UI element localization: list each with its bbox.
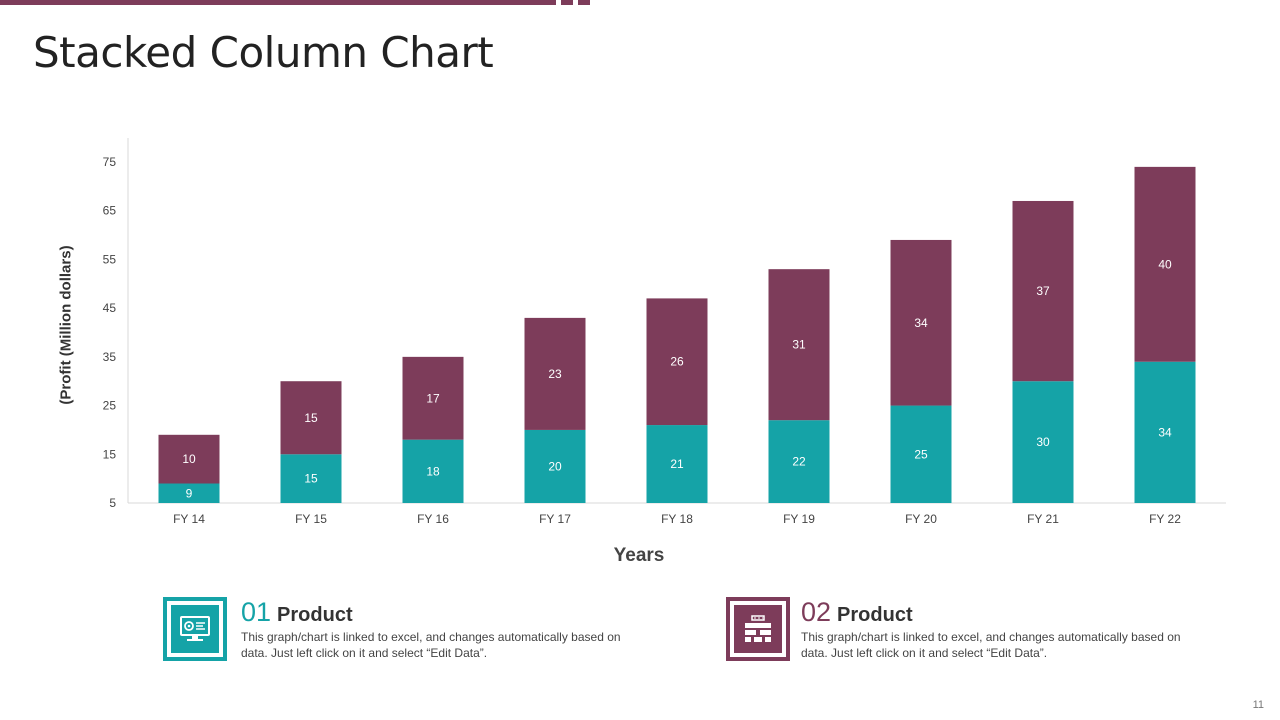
top-accent-square bbox=[561, 0, 573, 5]
y-tick-label: 15 bbox=[103, 447, 117, 461]
bar-segment bbox=[524, 429, 586, 503]
product-2-description: This graph/chart is linked to excel, and… bbox=[801, 630, 1181, 660]
bar-segment bbox=[158, 434, 220, 484]
data-label: 10 bbox=[182, 452, 196, 466]
data-label: 21 bbox=[670, 457, 684, 471]
product-1-heading: 01 Product bbox=[241, 597, 353, 628]
top-accent-square bbox=[578, 0, 590, 5]
product-1-description: This graph/chart is linked to excel, and… bbox=[241, 630, 621, 660]
brick-wall-icon bbox=[734, 605, 782, 653]
y-tick-label: 55 bbox=[103, 252, 117, 266]
product-2-title: Product bbox=[837, 604, 913, 626]
bar-segment bbox=[646, 298, 708, 426]
bar-segment bbox=[402, 439, 464, 503]
bar-segment bbox=[768, 420, 830, 503]
product-2-heading: 02 Product bbox=[801, 597, 913, 628]
x-tick-label: FY 17 bbox=[539, 512, 571, 526]
bar-segment bbox=[1012, 200, 1074, 382]
data-label: 18 bbox=[426, 464, 440, 478]
data-label: 30 bbox=[1036, 435, 1050, 449]
y-tick-label: 35 bbox=[103, 350, 117, 364]
x-tick-label: FY 16 bbox=[417, 512, 449, 526]
bar-segment bbox=[524, 317, 586, 430]
data-label: 22 bbox=[792, 455, 806, 469]
y-axis-label: (Profit (Million dollars) bbox=[57, 245, 75, 405]
product-2-icon-frame bbox=[726, 597, 790, 661]
x-tick-label: FY 19 bbox=[783, 512, 815, 526]
product-1-title: Product bbox=[277, 604, 353, 626]
x-tick-label: FY 22 bbox=[1149, 512, 1181, 526]
top-accent-bar bbox=[0, 0, 556, 5]
data-label: 17 bbox=[426, 391, 440, 405]
y-tick-label: 65 bbox=[103, 204, 117, 218]
y-tick-label: 5 bbox=[109, 496, 116, 510]
data-label: 15 bbox=[304, 472, 318, 486]
data-label: 34 bbox=[914, 316, 928, 330]
y-tick-label: 75 bbox=[103, 155, 117, 169]
bar-segment bbox=[280, 381, 342, 455]
product-1-icon-frame bbox=[163, 597, 227, 661]
bar-segment bbox=[280, 454, 342, 503]
data-label: 25 bbox=[914, 447, 928, 461]
product-2-number: 02 bbox=[801, 597, 832, 627]
y-tick-label: 25 bbox=[103, 399, 117, 413]
x-axis-label: Years bbox=[613, 545, 665, 566]
bar-segment bbox=[402, 356, 464, 440]
data-label: 34 bbox=[1158, 425, 1172, 439]
data-label: 26 bbox=[670, 355, 684, 369]
data-label: 31 bbox=[792, 338, 806, 352]
x-tick-label: FY 20 bbox=[905, 512, 937, 526]
bar-segment bbox=[1134, 166, 1196, 362]
page-title: Stacked Column Chart bbox=[33, 28, 494, 77]
x-tick-label: FY 15 bbox=[295, 512, 327, 526]
bar-segment bbox=[1134, 361, 1196, 503]
bar-segment bbox=[768, 269, 830, 421]
bar-segment bbox=[890, 405, 952, 503]
bar-segment bbox=[1012, 381, 1074, 503]
x-tick-label: FY 14 bbox=[173, 512, 205, 526]
y-tick-label: 45 bbox=[103, 301, 117, 315]
bar-segment bbox=[158, 483, 220, 503]
x-tick-label: FY 21 bbox=[1027, 512, 1059, 526]
data-label: 23 bbox=[548, 367, 562, 381]
data-label: 9 bbox=[186, 486, 193, 500]
bar-segment bbox=[646, 425, 708, 503]
x-tick-label: FY 18 bbox=[661, 512, 693, 526]
bar-segment bbox=[890, 239, 952, 406]
product-1-number: 01 bbox=[241, 597, 272, 627]
data-label: 15 bbox=[304, 411, 318, 425]
data-label: 40 bbox=[1158, 257, 1172, 271]
data-label: 37 bbox=[1036, 284, 1050, 298]
page-number: 11 bbox=[1252, 699, 1264, 711]
monitor-settings-icon bbox=[171, 605, 219, 653]
data-label: 20 bbox=[548, 459, 562, 473]
